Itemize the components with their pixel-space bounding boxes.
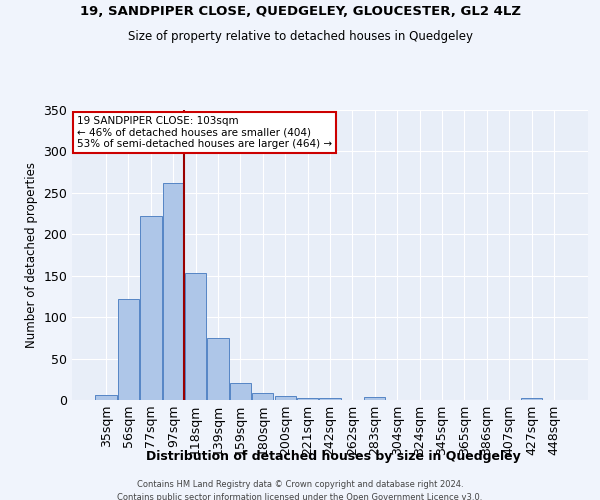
Y-axis label: Number of detached properties: Number of detached properties [25,162,38,348]
Text: Contains public sector information licensed under the Open Government Licence v3: Contains public sector information licen… [118,492,482,500]
Bar [297,398,318,400]
Text: 19 SANDPIPER CLOSE: 103sqm
← 46% of detached houses are smaller (404)
53% of sem: 19 SANDPIPER CLOSE: 103sqm ← 46% of deta… [77,116,332,149]
Bar [185,273,206,400]
Bar [118,299,139,400]
Text: Size of property relative to detached houses in Quedgeley: Size of property relative to detached ho… [128,30,473,43]
Bar [95,395,117,400]
Bar [275,396,296,400]
Bar [319,398,341,400]
Bar [163,183,184,400]
Bar [140,216,161,400]
Bar [208,338,229,400]
Bar [364,396,385,400]
Text: Distribution of detached houses by size in Quedgeley: Distribution of detached houses by size … [146,450,520,463]
Bar [252,392,274,400]
Text: Contains HM Land Registry data © Crown copyright and database right 2024.: Contains HM Land Registry data © Crown c… [137,480,463,489]
Bar [230,384,251,400]
Text: 19, SANDPIPER CLOSE, QUEDGELEY, GLOUCESTER, GL2 4LZ: 19, SANDPIPER CLOSE, QUEDGELEY, GLOUCEST… [79,5,521,18]
Bar [521,398,542,400]
